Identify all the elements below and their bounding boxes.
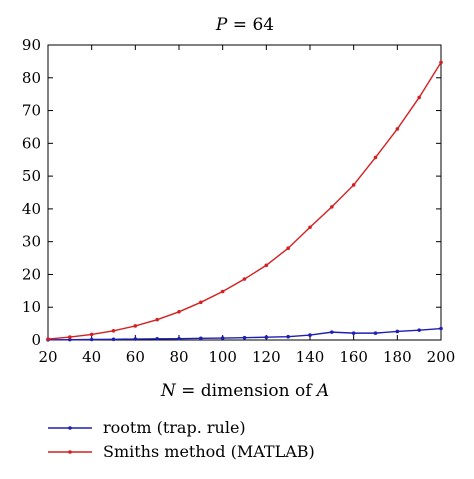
x-tick-label: 200 xyxy=(427,348,456,366)
data-point xyxy=(395,329,400,334)
data-point xyxy=(417,95,421,100)
data-point xyxy=(133,324,138,328)
legend-swatch-marker xyxy=(68,450,72,454)
data-point xyxy=(242,277,247,281)
x-tick-label: 20 xyxy=(38,348,57,366)
x-tick-label: 120 xyxy=(252,348,281,366)
data-point xyxy=(177,336,181,341)
data-point xyxy=(308,225,312,230)
legend-item: rootm (trap. rule) xyxy=(48,418,246,437)
data-point xyxy=(68,335,72,339)
data-point xyxy=(330,330,334,334)
data-point xyxy=(133,337,138,341)
data-point xyxy=(177,310,181,314)
legend-label: rootm (trap. rule) xyxy=(103,418,246,437)
y-tick-label: 0 xyxy=(31,331,41,349)
data-point xyxy=(330,205,334,209)
chart-title: P = 64 xyxy=(215,15,274,35)
data-point xyxy=(395,127,400,131)
series-rootm xyxy=(46,326,443,342)
x-tick-label: 180 xyxy=(383,348,412,366)
x-tick-label: 80 xyxy=(169,348,188,366)
data-point xyxy=(417,328,421,332)
x-tick-label: 160 xyxy=(339,348,368,366)
data-point xyxy=(373,155,378,160)
data-point xyxy=(155,337,159,341)
plot-border xyxy=(47,44,442,341)
y-tick-label: 30 xyxy=(22,233,41,251)
legend-item: Smiths method (MATLAB) xyxy=(48,442,315,461)
data-point xyxy=(351,331,356,335)
data-point xyxy=(286,246,290,251)
series-smiths-method xyxy=(46,60,443,341)
x-tick-label: 60 xyxy=(126,348,145,366)
svg-text:P = 64: P = 64 xyxy=(215,15,274,35)
y-tick-label: 70 xyxy=(22,102,41,120)
data-point xyxy=(308,333,312,337)
data-point xyxy=(220,336,225,340)
data-point xyxy=(199,336,203,341)
y-axis: 0 10 20 30 40 50 60 70 80 90 xyxy=(22,36,441,349)
data-point xyxy=(111,329,116,333)
data-point xyxy=(351,183,356,187)
data-point xyxy=(155,317,159,322)
x-axis-title: N = dimension of A xyxy=(160,381,329,401)
y-tick-label: 50 xyxy=(22,167,41,185)
y-tick-label: 20 xyxy=(22,265,41,283)
data-point xyxy=(373,331,378,335)
series-line xyxy=(47,62,442,340)
data-point xyxy=(264,335,269,340)
y-tick-label: 40 xyxy=(22,200,41,218)
data-point xyxy=(199,300,203,305)
y-tick-label: 90 xyxy=(22,36,41,54)
data-point xyxy=(89,332,94,337)
data-point xyxy=(439,60,443,65)
data-point xyxy=(286,334,290,339)
y-tick-label: 60 xyxy=(22,134,41,152)
legend-swatch-marker xyxy=(68,426,72,430)
data-point xyxy=(264,263,269,268)
x-tick-label: 140 xyxy=(296,348,325,366)
y-tick-label: 80 xyxy=(22,69,41,87)
data-point xyxy=(68,337,72,342)
series-layer xyxy=(46,60,443,342)
data-point xyxy=(220,289,225,294)
x-tick-label: 100 xyxy=(208,348,237,366)
legend: rootm (trap. rule) Smiths method (MATLAB) xyxy=(48,418,315,461)
data-point xyxy=(242,335,247,340)
x-axis: 20 40 60 80 100 120 140 160 180 200 xyxy=(38,45,455,366)
x-tick-label: 40 xyxy=(82,348,101,366)
data-point xyxy=(439,326,443,331)
y-tick-label: 10 xyxy=(22,298,41,316)
data-point xyxy=(89,337,94,342)
data-point xyxy=(46,337,50,341)
legend-label: Smiths method (MATLAB) xyxy=(103,442,315,461)
plot-frame xyxy=(47,44,442,341)
data-point xyxy=(111,337,116,342)
svg-text:N = dimension of A: N = dimension of A xyxy=(160,381,329,401)
